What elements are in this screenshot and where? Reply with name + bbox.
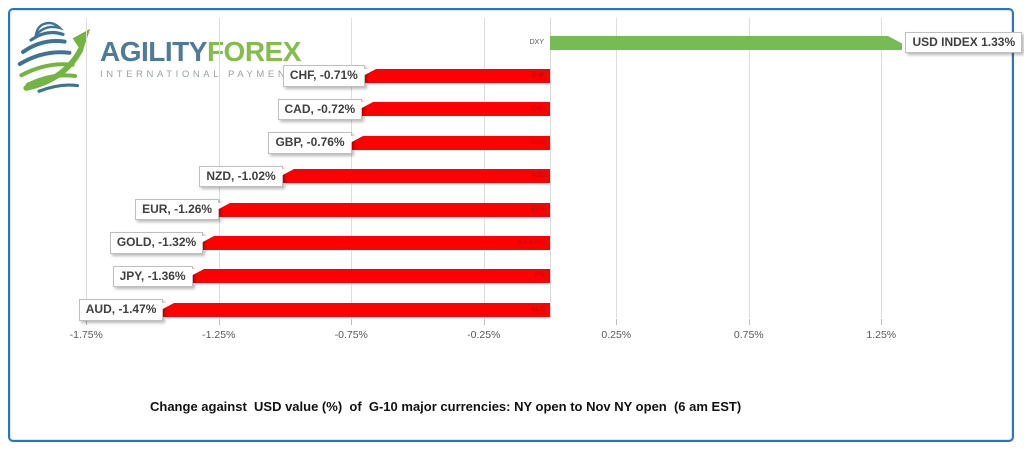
category-label-chf: CHF [531,71,545,79]
data-label-callout-wedge [360,68,376,77]
axis-tick [218,319,220,325]
x-axis-tick-label: -0.75% [334,329,368,341]
x-axis-tick-label: -1.25% [202,329,236,341]
x-axis-tick-label: -0.25% [467,329,501,341]
data-label-callout-wedge [159,302,175,311]
category-label-aud: AUD [531,305,545,313]
brand-tagline: INTERNATIONAL PAYMENTS [100,69,308,80]
brand-name-agility: AGILITY [100,36,207,67]
x-axis-tick-label: 1.25% [866,329,897,341]
chart-gridline [748,18,750,318]
category-label-dxy: DXY [529,38,544,46]
zero-axis-line [550,18,551,318]
data-label-callout-wedge [358,102,374,111]
agilityforex-globe-icon [17,21,91,93]
category-label-cad: CAD [531,105,545,113]
data-label-gbp: GBP, -0.76% [268,132,352,154]
data-label-eur: EUR, -1.26% [135,199,220,221]
axis-tick [351,319,353,325]
data-label-callout-wedge [888,35,904,44]
data-label-callout-wedge [278,169,294,178]
chart-gridline [86,18,88,318]
bar-aud [160,302,550,317]
axis-tick [86,319,88,325]
brand-logo: AGILITYFOREX INTERNATIONAL PAYMENTS [14,16,308,96]
chart-gridline [881,18,883,318]
axis-tick [881,319,883,325]
bar-chf [361,68,550,83]
bar-cad [359,102,550,117]
data-label-jpy: JPY, -1.36% [112,265,193,288]
chart-gridline [483,18,485,318]
bar-gbp [348,135,550,150]
brand-name: AGILITYFOREX [100,38,308,66]
category-label-eur: EUR [531,205,545,213]
data-label-callout-wedge [215,202,231,211]
brand-name-forex: FOREX [206,36,301,67]
category-label-gbp: GBP [531,138,545,146]
data-label-nzd: NZD, -1.02% [199,165,283,187]
axis-tick [483,319,485,325]
data-label-dxy: USD INDEX 1.33% [905,32,1023,54]
x-axis-tick-label: 0.75% [733,329,764,341]
data-label-xauusd: GOLD, -1.32% [109,232,204,254]
x-axis-tick-label: 0.25% [601,329,632,341]
axis-tick [748,319,750,325]
data-label-cad: CAD, -0.72% [277,98,363,121]
chart-gridline [351,18,353,318]
data-label-aud: AUD, -1.47% [78,299,164,321]
category-label-xauusd: XAUUSD [517,238,545,246]
data-label-chf: CHF, -0.71% [282,65,365,87]
x-axis-tick-label: -1.75% [69,329,103,341]
category-label-nzd: NZD [531,172,545,180]
bar-xauusd [200,235,550,250]
bar-nzd [279,169,550,184]
bar-eur [216,202,550,217]
chart-caption: Change against USD value (%) of G-10 maj… [150,399,742,414]
data-label-callout-wedge [188,269,204,278]
category-label-jpy: JPY [533,272,545,280]
axis-tick [616,319,618,325]
bar-dxy [550,35,903,50]
data-label-callout-wedge [347,135,363,144]
chart-gridline [616,18,618,318]
data-label-callout-wedge [199,235,215,244]
bar-jpy [189,269,550,284]
